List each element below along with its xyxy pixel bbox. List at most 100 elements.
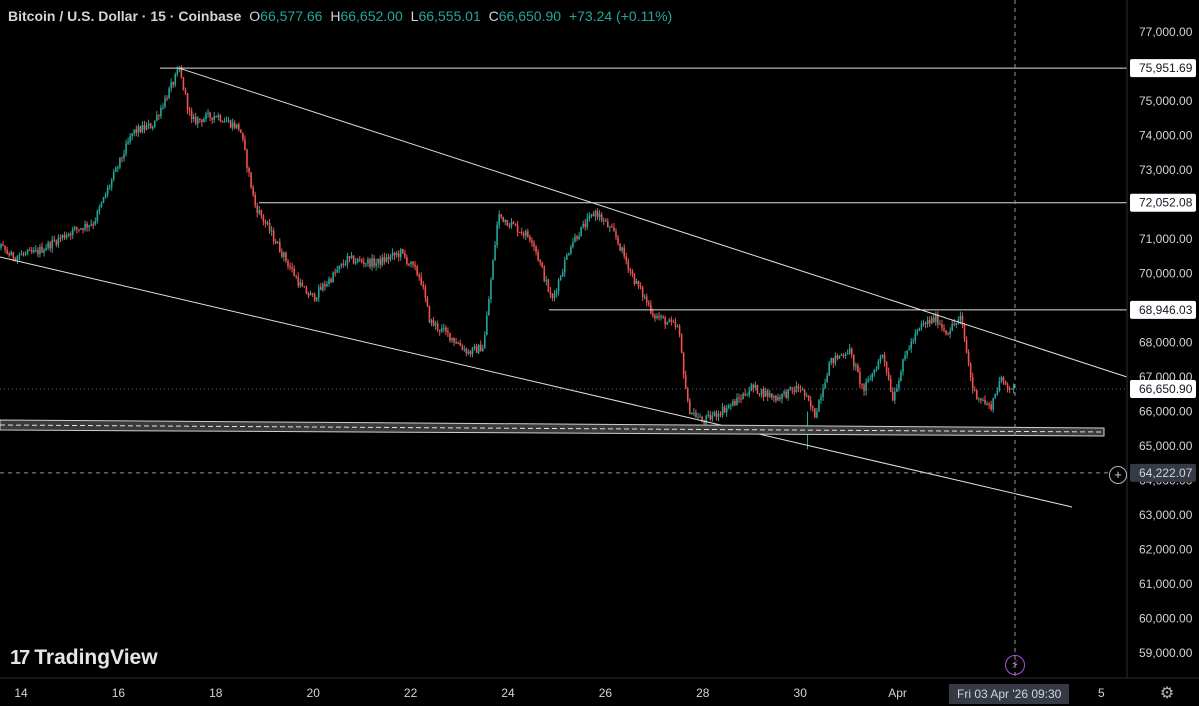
candle-body [531,240,533,243]
candle-body [916,330,919,334]
candle-body [641,287,644,297]
candle-body [980,398,982,401]
candle-body [262,216,265,222]
time-axis-label: 16 [112,686,126,700]
candle-body [428,306,431,323]
candle-body [535,246,537,252]
candle-body [76,227,78,230]
candle-body [512,222,515,225]
candle-body [732,400,734,406]
symbol-title[interactable]: Bitcoin / U.S. Dollar · 15 · Coinbase [8,8,242,24]
candle-body [88,225,90,228]
price-tags: 75,951.69 72,052.08 68,946.03 66,650.90 64,2… [1130,59,1196,482]
candle-body [358,259,361,261]
candle-body [354,262,357,264]
candle-body [414,264,416,267]
candle-body [522,233,525,236]
candle-body [674,322,677,327]
candle-body [250,172,252,188]
candle-body [650,304,652,313]
candle-body [863,384,865,391]
price-tag-current: 66,650.90 [1139,382,1193,396]
candle-body [307,293,310,296]
candle-body [580,226,582,237]
candle-body [490,279,492,300]
candle-body [937,314,939,325]
candle-body [520,232,523,234]
candle-body [215,116,218,118]
candle-body [365,263,367,265]
time-axis-label: 18 [209,686,223,700]
candle-body [668,319,671,323]
candle-body [418,274,420,277]
candle-body [297,276,300,286]
candle-body [529,236,531,241]
candle-body [998,381,1001,391]
lightning-icon[interactable]: ⚡ [1005,655,1025,675]
candle-body [715,412,718,417]
candle-body [721,407,724,416]
candle-body [258,210,261,214]
candle-body [697,416,699,418]
trend-line-upper [179,67,1128,378]
price-tag-level2-bg [1130,193,1196,212]
candle-body [494,245,496,261]
candle-body [199,118,201,120]
candle-body [518,232,521,234]
candle-body [94,221,97,225]
candle-body [566,255,568,260]
candle-body [455,341,457,344]
candle-body [434,323,437,326]
candle-body [578,236,580,239]
candle-body [555,291,558,294]
candle-body [617,237,619,244]
candle-body [752,384,755,388]
candle-body [711,415,714,420]
candle-body [2,244,4,246]
candle-body [633,274,636,285]
candle-body [992,397,994,410]
candle-body [777,397,779,401]
candle-body [971,377,974,390]
price-axis-label: 71,000.00 [1139,232,1193,246]
gear-icon[interactable]: ⚙ [1159,685,1175,702]
candle-body [74,227,76,230]
candle-body [894,391,896,401]
candle-body [320,287,322,290]
candle-body [656,316,658,319]
time-axis[interactable]: 14 16 18 20 22 24 26 28 30 Apr 5 [14,686,1105,700]
candle-body [787,389,789,398]
candle-body [436,323,439,330]
candle-body [615,231,617,238]
price-axis-label: 65,000.00 [1139,439,1193,453]
candle-body [570,247,572,254]
candle-body [127,141,129,144]
candle-body [574,236,576,242]
candle-body [477,344,480,353]
candle-body [857,365,859,372]
price-axis[interactable]: 77,000.0076,000.0075,000.0074,000.0073,0… [0,0,1199,679]
candle-body [57,237,60,245]
candle-body [248,168,250,173]
tradingview-logo[interactable]: 17 TradingView [10,646,158,670]
candle-body [184,89,187,94]
candle-body [102,197,105,203]
candle-body [539,259,541,263]
candle-body [867,379,869,382]
candle-body [846,353,849,355]
candle-body [842,354,845,356]
candle-body [766,390,769,397]
plus-icon[interactable]: + [1109,466,1127,484]
high-label: H [330,8,341,24]
symbol-legend[interactable]: Bitcoin / U.S. Dollar · 15 · Coinbase O6… [8,8,672,24]
candle-body [1010,388,1013,390]
candle-body [814,408,816,418]
candle-body [826,375,828,383]
candle-body [344,264,347,266]
candle-body [914,333,917,341]
candle-body [309,293,312,296]
candle-body [906,350,908,356]
candle-body [775,395,777,401]
